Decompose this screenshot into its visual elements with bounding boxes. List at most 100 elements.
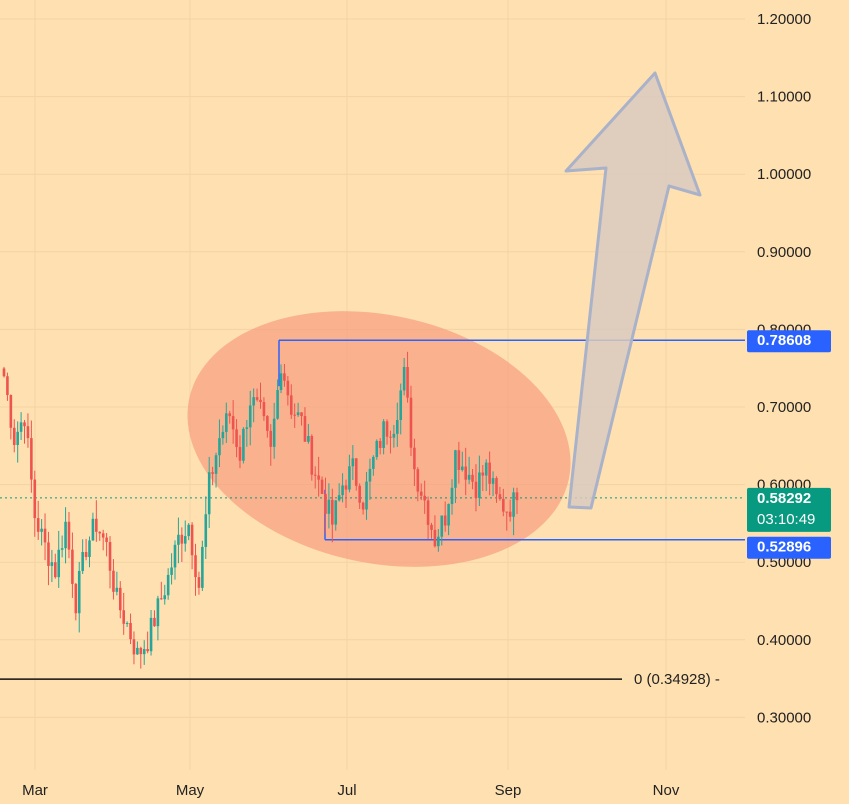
candle bbox=[204, 496, 208, 559]
current-price-badge-text: 03:10:49 bbox=[757, 511, 815, 528]
candle-body bbox=[252, 397, 255, 406]
candle bbox=[478, 455, 481, 506]
candle-body bbox=[81, 552, 84, 571]
candle bbox=[43, 513, 47, 561]
candle bbox=[252, 388, 255, 423]
candle bbox=[443, 501, 447, 532]
support-badge-bg bbox=[747, 536, 831, 559]
resistance-badge-text: 0.78608 bbox=[757, 332, 811, 349]
candle-body bbox=[163, 595, 167, 600]
candle-body bbox=[122, 610, 125, 624]
candle-body bbox=[416, 469, 420, 492]
candle-body bbox=[320, 479, 324, 494]
candle bbox=[6, 372, 9, 401]
candle bbox=[378, 438, 382, 455]
candle bbox=[433, 515, 437, 548]
candle-body bbox=[266, 416, 269, 431]
candle-body bbox=[389, 436, 392, 438]
candle bbox=[235, 419, 238, 458]
candle bbox=[307, 423, 310, 444]
candle bbox=[512, 487, 515, 536]
candle-body bbox=[248, 405, 252, 428]
candle bbox=[16, 421, 19, 463]
candle bbox=[67, 512, 71, 559]
candle-body bbox=[375, 440, 379, 457]
candle-body bbox=[406, 366, 409, 398]
fib-zero-level[interactable]: 0 (0.34928) - bbox=[0, 671, 720, 688]
candle bbox=[177, 517, 180, 564]
candle bbox=[508, 499, 512, 522]
candle bbox=[300, 412, 303, 426]
candle-body bbox=[324, 493, 327, 514]
candle bbox=[341, 473, 344, 503]
candle-body bbox=[221, 431, 225, 439]
candle-body bbox=[146, 649, 149, 652]
candle-body bbox=[225, 413, 228, 432]
candle-body bbox=[392, 433, 396, 438]
y-tick-label: 0.30000 bbox=[757, 709, 811, 726]
candle-body bbox=[125, 623, 129, 625]
candle-body bbox=[491, 478, 495, 484]
candle-body bbox=[396, 420, 399, 434]
candle bbox=[498, 486, 502, 501]
candle-body bbox=[433, 529, 437, 547]
y-tick-label: 0.40000 bbox=[757, 632, 811, 649]
x-axis: Mar May Jul Sep Nov bbox=[22, 782, 680, 799]
candle bbox=[413, 438, 416, 487]
candle-body bbox=[173, 544, 177, 568]
candle bbox=[163, 584, 167, 605]
candle-body bbox=[6, 376, 9, 396]
candle-body bbox=[74, 583, 78, 614]
candle bbox=[262, 397, 266, 421]
candle-body bbox=[43, 528, 47, 543]
candle bbox=[115, 571, 119, 596]
candle bbox=[464, 447, 467, 496]
candle bbox=[293, 403, 296, 428]
candle-body bbox=[348, 466, 351, 490]
candle bbox=[396, 402, 399, 447]
candle-body bbox=[372, 456, 375, 469]
candle bbox=[33, 470, 37, 537]
candle-body bbox=[399, 390, 403, 421]
candle bbox=[276, 379, 279, 420]
candle bbox=[12, 419, 16, 453]
candle-body bbox=[12, 427, 16, 445]
candle bbox=[365, 471, 368, 520]
candle bbox=[81, 539, 84, 574]
candle bbox=[30, 420, 33, 493]
candle bbox=[57, 530, 61, 588]
candle-body bbox=[255, 397, 259, 400]
candle-body bbox=[180, 534, 184, 544]
candle-body bbox=[98, 531, 102, 534]
candlestick-series bbox=[2, 351, 519, 669]
candle bbox=[334, 499, 338, 531]
consolidation-ellipse bbox=[187, 311, 571, 567]
candle-body bbox=[310, 435, 314, 475]
candle-body bbox=[118, 587, 122, 611]
candle bbox=[47, 531, 50, 586]
candle bbox=[269, 424, 273, 466]
x-tick-label: May bbox=[176, 782, 205, 799]
candle bbox=[416, 467, 420, 502]
candle bbox=[108, 536, 112, 589]
candle-body bbox=[307, 435, 310, 442]
resistance-badge-bg bbox=[747, 330, 831, 353]
candle-body bbox=[474, 481, 478, 498]
candle-body bbox=[505, 511, 509, 513]
candle bbox=[399, 383, 403, 435]
candle-body bbox=[313, 474, 317, 476]
candle-body bbox=[358, 485, 361, 503]
candle-body bbox=[238, 447, 242, 461]
candle bbox=[40, 519, 43, 546]
candle-body bbox=[515, 492, 519, 501]
y-axis: 1.200001.100001.000000.900000.800000.700… bbox=[757, 11, 811, 726]
x-tick-label: Mar bbox=[22, 782, 48, 799]
candle-body bbox=[454, 450, 457, 488]
fib-zero-label: 0 (0.34928) - bbox=[634, 671, 720, 688]
candle bbox=[474, 464, 478, 512]
candle-body bbox=[64, 521, 67, 549]
candle-body bbox=[149, 617, 153, 652]
candle bbox=[313, 466, 317, 489]
candle bbox=[122, 592, 125, 635]
